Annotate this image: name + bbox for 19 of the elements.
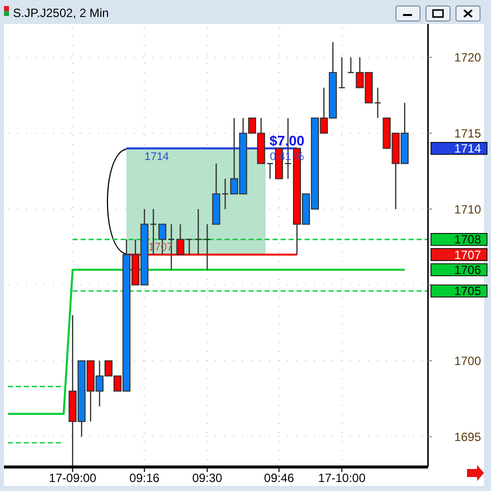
x-tick-label: 17-10:00 <box>318 471 366 485</box>
candlestick <box>338 56 346 88</box>
y-tick-label: 1715 <box>454 126 482 140</box>
text: 1705 <box>454 284 482 298</box>
y-tick-label: 1710 <box>454 202 482 216</box>
chart-title: S.JP.J2502, 2 Min <box>13 6 109 20</box>
y-tick-label: 1700 <box>454 354 482 368</box>
annotation: 1714 <box>144 151 169 164</box>
text: 1706 <box>454 262 482 277</box>
text: 1707 <box>454 248 482 262</box>
text: 1708 <box>454 232 482 247</box>
candlestick <box>176 224 184 256</box>
y-tick-label: 1695 <box>454 430 482 444</box>
x-tick-label: 09:30 <box>192 471 223 485</box>
x-tick-label: 09:46 <box>264 471 294 485</box>
y-tick-label: 1720 <box>454 50 482 65</box>
x-tick-label: 17-09:00 <box>48 471 97 485</box>
x-tick-label: 09:16 <box>129 471 160 485</box>
text: 1714 <box>454 142 482 156</box>
